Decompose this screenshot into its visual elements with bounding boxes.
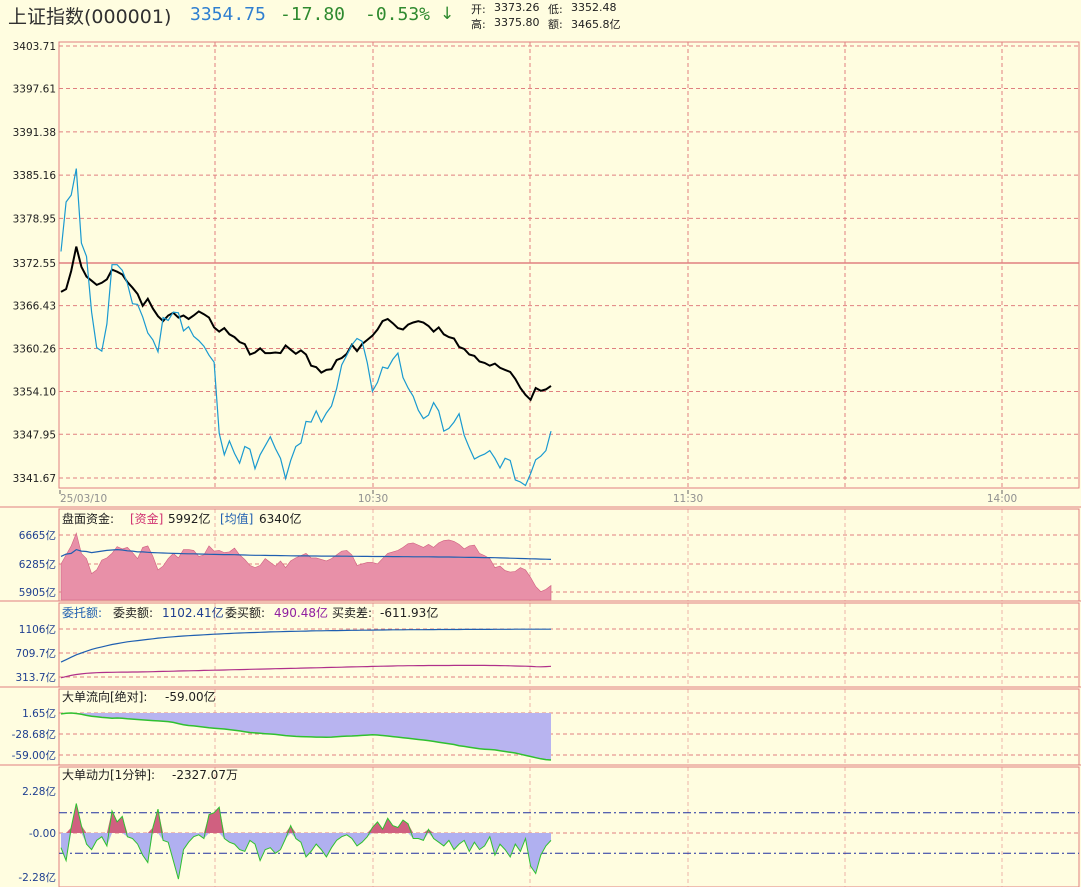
orders-panel-label: 委托额: (62, 606, 102, 620)
quote-header: 上证指数(000001) 3354.75 -17.80 -0.53% ↓ 开: … (0, 0, 1081, 34)
bid-amount-line (60, 664, 552, 679)
flow-panel-value: -59.00亿 (165, 689, 216, 704)
power-positive-area (61, 803, 551, 833)
flow-line (60, 712, 552, 761)
low-value: 3352.48 (571, 1, 617, 14)
funds-tick-label: 5905亿 (19, 586, 56, 599)
orders-legend-name: 委卖额: (113, 606, 153, 620)
funds-avg-legend-value: 6340亿 (259, 511, 302, 526)
price-tick-label: 3341.67 (13, 473, 56, 485)
price-tick-label: 3385.16 (13, 170, 57, 182)
price-change: -17.80 (280, 4, 346, 25)
price-change-pct: -0.53% (365, 4, 431, 25)
down-arrow-icon: ↓ (440, 4, 455, 24)
orders-legend-name: 买卖差: (332, 606, 372, 620)
ask-amount-line (60, 628, 551, 663)
funds-avg-legend-name: [均值] (220, 511, 253, 526)
average-line (60, 168, 552, 487)
amount-label: 额: (548, 18, 563, 31)
orders-tick-label: 1106亿 (19, 623, 56, 636)
low-label: 低: (548, 3, 563, 16)
amount-value: 3465.8亿 (571, 18, 621, 31)
panel-frame-4 (58, 766, 1080, 887)
last-price: 3354.75 (190, 4, 266, 25)
power-line (60, 803, 552, 880)
funds-panel-label: 盘面资金: (62, 511, 114, 526)
orders-legend-value: 1102.41亿 (162, 605, 224, 620)
price-tick-label: 3347.95 (13, 429, 56, 441)
orders-tick-label: 709.7亿 (15, 647, 56, 660)
power-panel-label: 大单动力[1分钟]: (62, 767, 155, 782)
time-tick-label: 11:30 (673, 493, 703, 505)
time-tick-label: 25/03/10 (60, 493, 107, 505)
panel-frame-0 (58, 41, 1080, 489)
power-tick-label: 2.28亿 (22, 785, 56, 798)
funds-area (60, 532, 552, 601)
power-panel-value: -2327.07万 (172, 768, 238, 782)
price-tick-label: 3360.26 (13, 344, 57, 356)
orders-legend-name: 委买额: (225, 606, 265, 620)
time-tick-label: 10:30 (358, 493, 388, 505)
open-value: 3373.26 (494, 1, 540, 14)
orders-legend-value: 490.48亿 (274, 605, 328, 620)
funds-legend-name: [资金] (130, 511, 163, 526)
flow-tick-label: -28.68亿 (12, 728, 56, 741)
flow-tick-label: 1.65亿 (22, 707, 56, 720)
power-tick-label: -0.00 (29, 828, 56, 840)
price-tick-label: 3378.95 (13, 213, 56, 225)
price-tick-label: 3403.71 (13, 41, 56, 53)
funds-tick-label: 6285亿 (19, 558, 56, 571)
orders-legend-value: -611.93亿 (380, 605, 438, 620)
time-tick-label: 14:00 (987, 493, 1017, 505)
price-tick-label: 3397.61 (13, 83, 56, 95)
funds-average-line (60, 548, 552, 560)
price-line (60, 246, 552, 402)
flow-tick-label: -59.00亿 (12, 749, 56, 762)
price-tick-label: 3366.43 (13, 301, 56, 313)
high-label: 高: (471, 18, 486, 31)
power-tick-label: -2.28亿 (18, 871, 56, 884)
orders-tick-label: 313.7亿 (15, 671, 56, 684)
funds-tick-label: 6665亿 (19, 529, 56, 542)
open-label: 开: (471, 3, 486, 16)
price-tick-label: 3354.10 (13, 386, 56, 398)
flow-panel-label: 大单流向[绝对]: (62, 689, 147, 704)
index-name: 上证指数(000001) (8, 6, 172, 28)
price-tick-label: 3391.38 (13, 127, 56, 139)
price-tick-label: 3372.55 (13, 258, 56, 270)
funds-legend-value: 5992亿 (168, 511, 211, 526)
high-value: 3375.80 (494, 16, 540, 29)
